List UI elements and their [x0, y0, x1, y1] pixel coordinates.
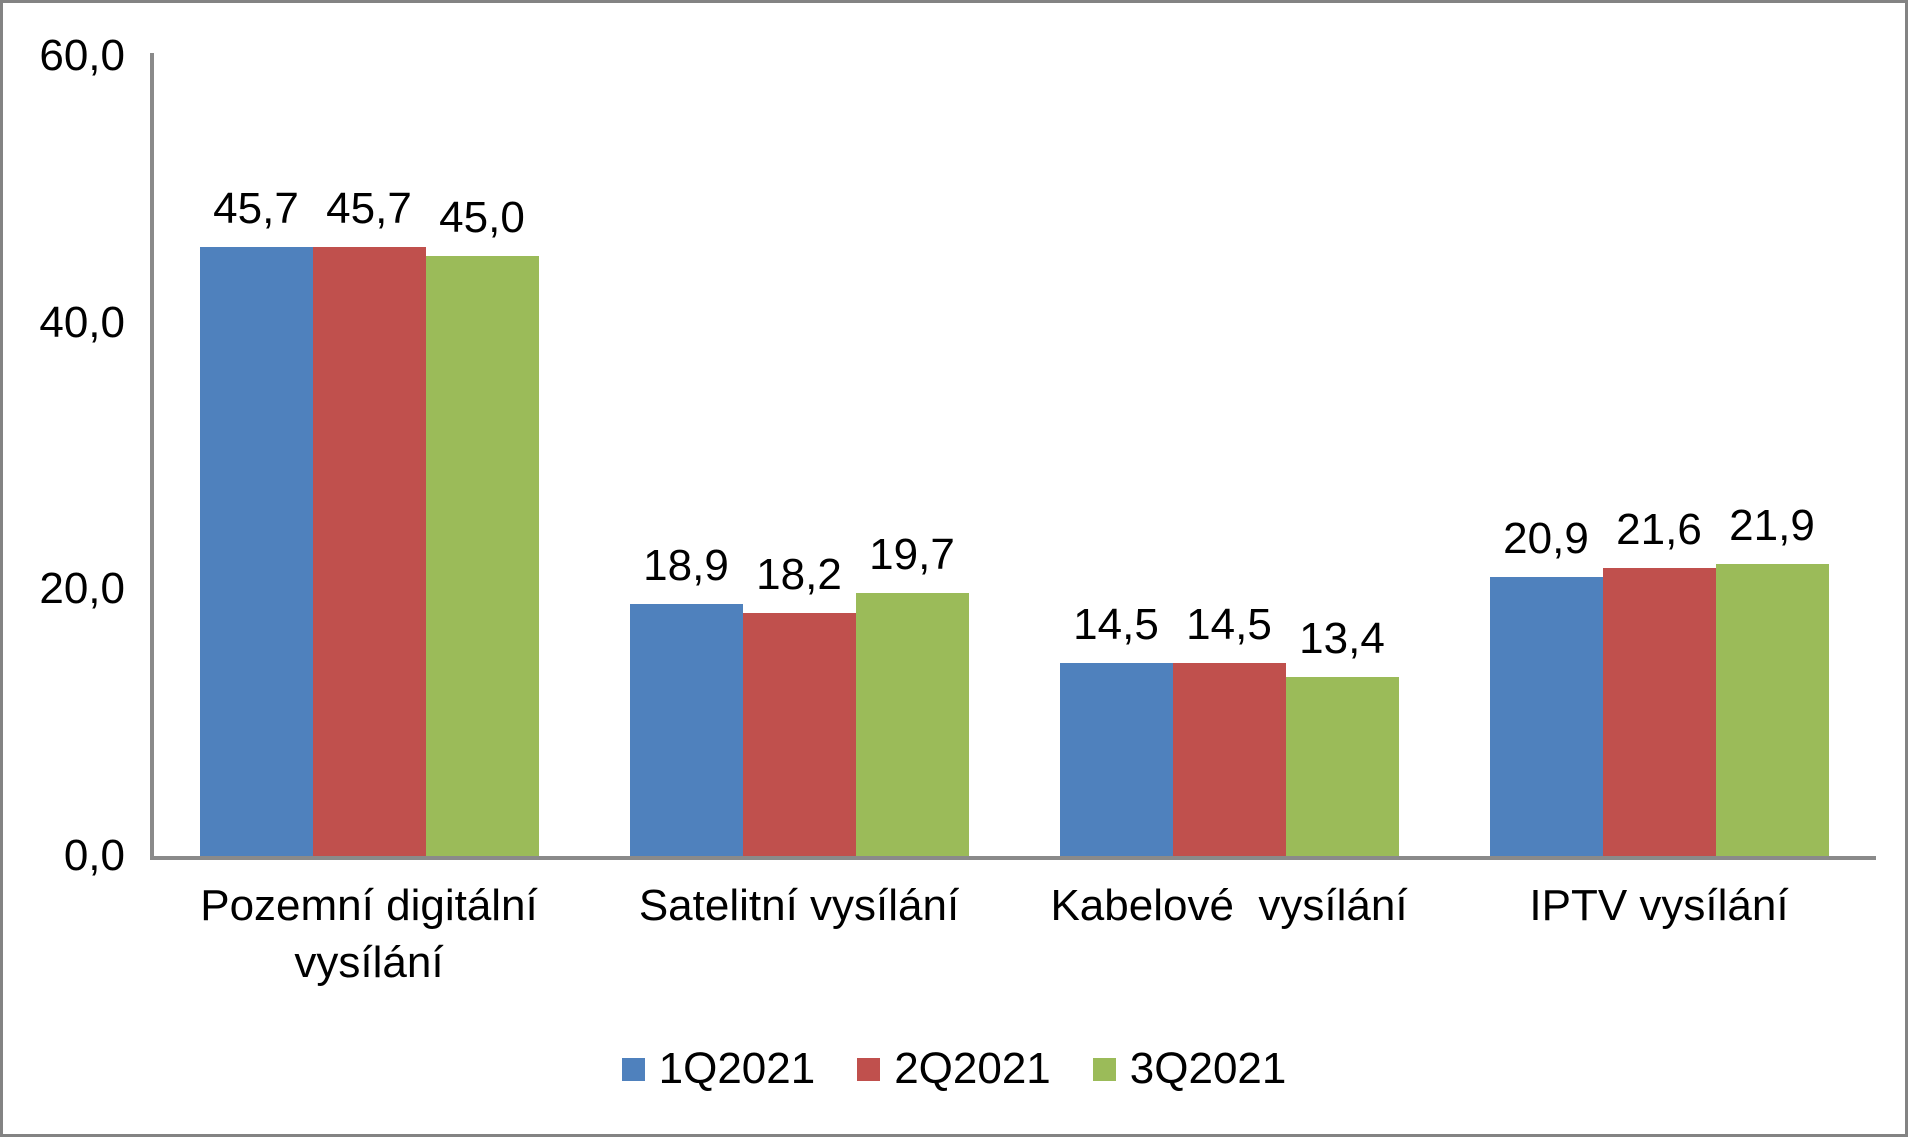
- y-axis-line: [150, 53, 154, 856]
- legend-item-3q2021: 3Q2021: [1092, 1043, 1287, 1095]
- category-label: Satelitní vysílání: [638, 881, 960, 930]
- legend-swatch-3q2021: [1092, 1057, 1116, 1081]
- y-axis-tick-label: 0,0: [63, 831, 125, 880]
- legend-label: 3Q2021: [1129, 1044, 1287, 1093]
- legend-swatch-2q2021: [857, 1057, 881, 1081]
- bar-2q2021-category-2: 14,5: [1172, 600, 1286, 856]
- bar-value-label: 45,7: [213, 183, 299, 233]
- bar-1q2021-category-1: 18,9: [629, 541, 743, 856]
- bar-3q2021-category-2: 13,4: [1285, 614, 1399, 856]
- category-label: Pozemní digitální vysílání: [200, 881, 538, 987]
- bar-2q2021-category-0: 45,7: [312, 184, 426, 856]
- bar-value-label: 18,2: [756, 550, 842, 600]
- bar-1q2021-category-2: 14,5: [1059, 600, 1173, 856]
- category-label: Kabelové vysílání: [1050, 881, 1408, 930]
- category-label: IPTV vysílání: [1529, 881, 1789, 930]
- bar-3q2021-category-3: 21,9: [1715, 501, 1829, 856]
- bar-value-label: 13,4: [1299, 614, 1385, 664]
- legend: 1Q2021 2Q2021 3Q2021: [3, 1043, 1905, 1095]
- y-axis-tick-label: 40,0: [39, 297, 125, 347]
- bar-3q2021-category-0: 45,0: [425, 193, 539, 856]
- x-axis-line: [150, 856, 1876, 860]
- legend-swatch-1q2021: [621, 1057, 645, 1081]
- bar-value-label: 21,6: [1616, 505, 1702, 554]
- legend-item-2q2021: 2Q2021: [857, 1043, 1051, 1095]
- legend-label: 2Q2021: [894, 1044, 1051, 1093]
- bar-group: 18,9 18,2 19,7: [584, 56, 1014, 856]
- bar-value-label: 18,9: [643, 541, 729, 590]
- bar-value-label: 20,9: [1503, 514, 1589, 564]
- bar-value-label: 45,7: [326, 183, 412, 233]
- plot-area: 45,7 45,7 45,0 18,9 18,2 19,7 14,5 14,5 13,4 20,9…: [154, 56, 1874, 856]
- bar-2q2021-category-3: 21,6: [1602, 505, 1716, 856]
- bar-1q2021-category-3: 20,9: [1489, 514, 1603, 856]
- x-axis-category-labels: Pozemní digitální vysílání Satelitní vysí…: [154, 877, 1874, 991]
- y-axis-tick-label: 20,0: [39, 564, 125, 614]
- bar-value-label: 45,0: [439, 193, 525, 242]
- bar-group: 20,9 21,6 21,9: [1444, 56, 1874, 856]
- bar-group: 14,5 14,5 13,4: [1014, 56, 1444, 856]
- legend-label: 1Q2021: [658, 1044, 816, 1093]
- bar-value-label: 19,7: [869, 530, 955, 580]
- bar-group: 45,7 45,7 45,0: [154, 56, 584, 856]
- bar-1q2021-category-0: 45,7: [199, 184, 313, 856]
- bar-value-label: 21,9: [1729, 501, 1815, 550]
- legend-item-1q2021: 1Q2021: [621, 1043, 816, 1095]
- bar-2q2021-category-1: 18,2: [742, 550, 856, 856]
- bar-value-label: 14,5: [1073, 599, 1159, 649]
- bar-value-label: 14,5: [1186, 599, 1272, 649]
- y-axis-tick-label: 60,0: [39, 31, 125, 80]
- bar-3q2021-category-1: 19,7: [855, 530, 969, 856]
